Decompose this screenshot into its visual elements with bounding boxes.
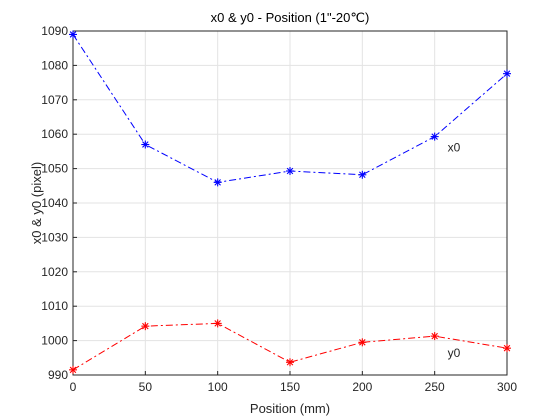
x-tick-label: 300: [497, 380, 517, 394]
series-y0: y0: [69, 319, 511, 374]
data-point-y0: [69, 365, 77, 374]
y-tick-label: 990: [48, 368, 68, 382]
series-label-x0: x0: [448, 141, 461, 155]
marker-stroke: [503, 70, 511, 77]
marker-stroke: [359, 171, 366, 179]
data-point-x0: [430, 132, 439, 141]
marker-stroke: [431, 332, 438, 340]
data-point-y0: [430, 332, 439, 341]
data-point-x0: [503, 69, 511, 78]
y-tick-label: 1010: [41, 299, 68, 313]
axis-ticks: 0 50 100 150 200 250 300 990 1000 1010 1020 1030 104…: [41, 24, 517, 394]
y-tick-label: 1090: [41, 24, 68, 38]
y-tick-label: 1040: [41, 196, 68, 210]
data-point-y0: [358, 338, 367, 347]
y-tick-label: 1080: [41, 58, 68, 72]
y-axis-title: x0 & y0 (pixel): [29, 162, 44, 244]
y-tick-label: 1000: [41, 334, 68, 348]
data-point-y0: [286, 358, 294, 367]
x-tick-label: 0: [70, 380, 77, 394]
marker-stroke: [286, 359, 294, 366]
marker-stroke: [142, 322, 149, 330]
marker-stroke: [69, 366, 77, 374]
marker-stroke: [503, 344, 511, 352]
series-label-y0: y0: [448, 346, 461, 360]
y-tick-label: 1060: [41, 127, 68, 141]
marker-stroke: [286, 167, 294, 175]
data-point-x0: [286, 167, 294, 176]
marker-stroke: [431, 133, 438, 140]
series-x0: x0: [69, 30, 511, 187]
y-tick-label: 1020: [41, 265, 68, 279]
marker-stroke: [142, 141, 149, 148]
data-point-y0: [503, 344, 511, 353]
y-tick-label: 1030: [41, 230, 68, 244]
x-tick-label: 50: [139, 380, 153, 394]
x-axis-title: Position (mm): [250, 401, 330, 416]
data-point-y0: [141, 322, 150, 331]
data-point-x0: [141, 140, 150, 149]
grid: [72, 30, 508, 376]
x-tick-label: 100: [208, 380, 228, 394]
data-point-y0: [213, 319, 222, 328]
x-tick-label: 250: [425, 380, 445, 394]
x-tick-label: 200: [352, 380, 372, 394]
data-point-x0: [69, 30, 77, 39]
x-tick-label: 150: [280, 380, 300, 394]
series: x0 y0: [69, 30, 511, 374]
marker-stroke: [69, 31, 77, 38]
y-tick-label: 1070: [41, 93, 68, 107]
data-point-x0: [213, 178, 222, 187]
chart-title: x0 & y0 - Position (1"-20℃): [211, 10, 370, 25]
marker-stroke: [214, 179, 221, 186]
data-point-x0: [358, 170, 367, 179]
y-tick-label: 1050: [41, 162, 68, 176]
marker-stroke: [214, 320, 221, 327]
marker-stroke: [359, 339, 366, 346]
